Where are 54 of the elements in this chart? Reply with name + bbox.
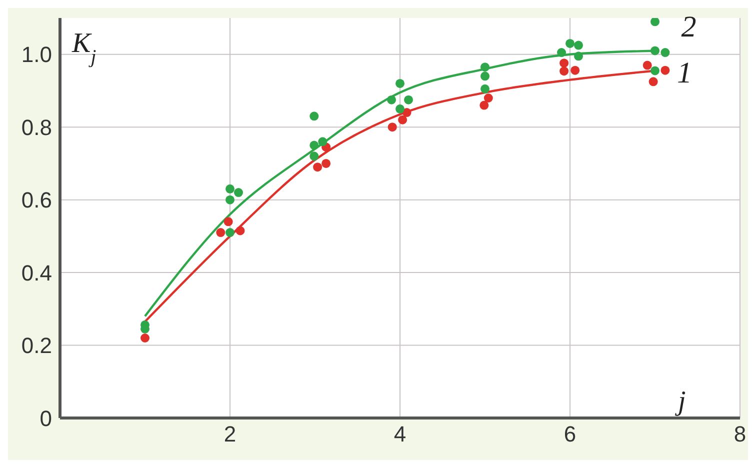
point — [480, 62, 490, 72]
point — [236, 226, 245, 236]
point — [310, 112, 319, 121]
point — [560, 58, 569, 68]
y-tick-label: 0.8 — [21, 114, 52, 140]
x-axis-title: j — [675, 386, 686, 417]
y-tick-label: 0.4 — [21, 260, 52, 286]
x-tick-label: 6 — [564, 422, 576, 447]
point — [313, 162, 322, 172]
point — [388, 122, 397, 132]
point — [574, 40, 583, 50]
point — [560, 66, 569, 76]
point — [396, 78, 404, 88]
point — [650, 18, 660, 26]
point — [642, 60, 652, 70]
point — [650, 66, 660, 76]
point — [660, 48, 670, 58]
point — [480, 84, 490, 94]
y-tick-label: 1.0 — [21, 42, 52, 68]
x-tick-label: 2 — [224, 422, 236, 447]
point — [557, 48, 566, 58]
point — [574, 52, 583, 61]
series-label: 1 — [677, 56, 692, 90]
point — [484, 94, 493, 102]
point — [566, 38, 574, 48]
point — [310, 152, 319, 161]
y-axis-title: K$_{j}$ — [71, 28, 96, 68]
point — [396, 104, 404, 114]
point — [224, 217, 233, 226]
point — [398, 115, 408, 124]
point — [140, 334, 150, 342]
point — [322, 158, 331, 168]
point — [480, 100, 489, 110]
point — [648, 77, 658, 86]
point — [310, 140, 319, 150]
y-tick-label: 0.6 — [21, 188, 52, 213]
point — [480, 72, 490, 81]
point — [216, 228, 226, 238]
point — [234, 188, 243, 198]
y-tick-label: 0.2 — [21, 333, 52, 358]
point — [387, 95, 396, 104]
series-label: 2 — [681, 10, 696, 44]
y-tick-label: 0 — [40, 406, 52, 431]
x-tick-label: 8 — [734, 422, 746, 447]
x-tick-label: 4 — [394, 422, 406, 447]
point — [402, 108, 412, 118]
point — [226, 184, 234, 194]
point — [650, 46, 660, 56]
point — [318, 137, 328, 146]
point — [226, 195, 234, 204]
point — [660, 66, 670, 75]
point — [404, 95, 413, 104]
point — [226, 228, 234, 238]
point — [570, 66, 580, 75]
